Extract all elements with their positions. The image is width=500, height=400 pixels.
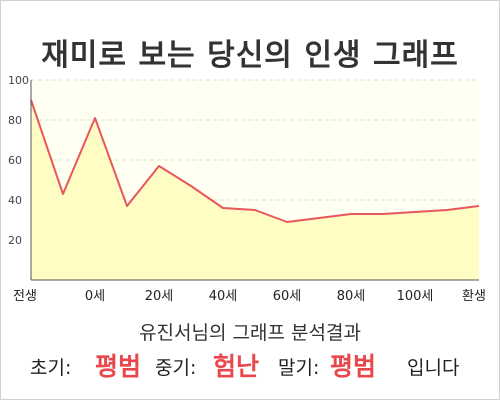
x-tick-label: 100세 xyxy=(397,289,434,304)
y-axis-ticks: 20 40 60 80 100 xyxy=(8,74,29,247)
result-suffix: 입니다 xyxy=(407,357,460,379)
result-subtitle: 유진서님의 그래프 분석결과 xyxy=(139,322,361,344)
x-axis-ticks: 전생 0세 20세 40세 60세 80세 100세 환생 xyxy=(13,289,486,304)
early-label: 초기: xyxy=(30,357,72,379)
area-fill xyxy=(31,100,479,280)
y-tick-label: 40 xyxy=(8,194,22,207)
early-value: 평범 xyxy=(95,352,142,381)
x-tick-label: 60세 xyxy=(273,289,302,304)
x-tick-label: 전생 xyxy=(13,289,37,304)
mid-label: 중기: xyxy=(155,357,197,379)
late-value: 평범 xyxy=(330,352,377,381)
y-tick-label: 60 xyxy=(8,154,22,167)
x-tick-label: 80세 xyxy=(337,289,366,304)
mid-value: 험난 xyxy=(213,352,260,381)
x-tick-label: 환생 xyxy=(462,289,486,304)
y-tick-label: 80 xyxy=(8,114,22,127)
late-label: 말기: xyxy=(278,357,320,379)
x-tick-label: 0세 xyxy=(85,289,105,304)
x-tick-label: 40세 xyxy=(209,289,238,304)
chart-title: 재미로 보는 당신의 인생 그래프 xyxy=(41,38,459,73)
y-tick-label: 100 xyxy=(8,74,29,87)
result-line: 초기: 평범 중기: 험난 말기: 평범 입니다 xyxy=(0,345,500,381)
y-tick-label: 20 xyxy=(8,234,22,247)
x-tick-label: 20세 xyxy=(145,289,174,304)
series-line xyxy=(30,99,480,223)
